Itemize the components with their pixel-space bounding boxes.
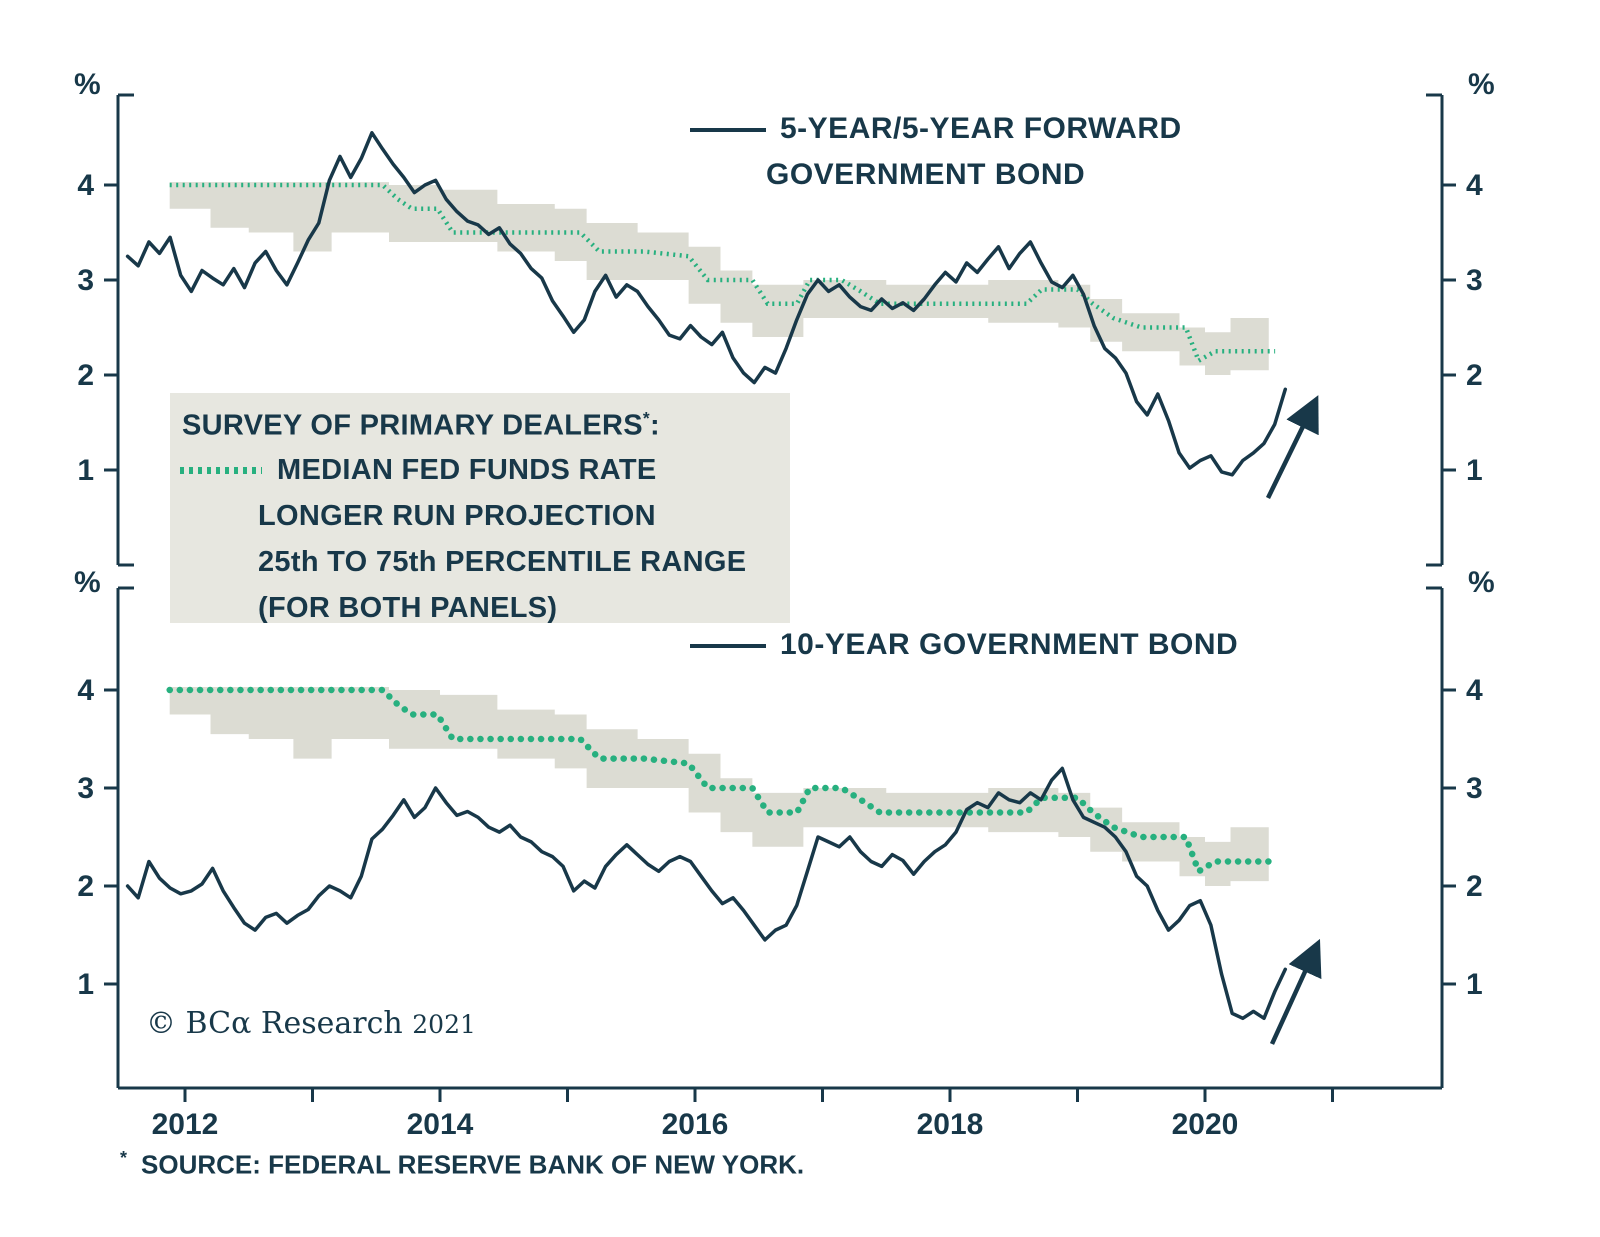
y-tick-label-left: 1 [77,454,94,487]
y-tick-label-right: 1 [1466,454,1483,487]
x-tick-label: 2016 [662,1108,729,1141]
y-tick-label-left: 3 [77,264,94,297]
y-unit-top-left: % [74,68,101,101]
legend-both-panels-label: (FOR BOTH PANELS) [258,592,558,624]
survey-legend-box [170,393,790,623]
panel-axes [104,93,1456,567]
copyright-year: 2021 [412,1010,476,1039]
panel-title-5y5y-line1: 5-YEAR/5-YEAR FORWARD [780,112,1182,145]
y-tick-label-right: 4 [1466,169,1483,202]
copyright-main: © BCα Research [146,1006,403,1041]
legend-title: SURVEY OF PRIMARY DEALERS*: [182,408,660,443]
y-tick-label-right: 2 [1466,359,1483,392]
panel-title-10y: 10-YEAR GOVERNMENT BOND [780,628,1239,661]
line-swatch-10y [690,644,766,648]
y-unit-bottom-right: % [1468,566,1495,599]
percentile-band [169,182,1269,375]
upward-arrow [1265,395,1319,499]
y-tick-label-right: 3 [1466,772,1483,805]
footnote-text: SOURCE: FEDERAL RESERVE BANK OF NEW YORK… [141,1149,805,1180]
y-tick-label-right: 4 [1466,674,1483,707]
legend-title-asterisk: * [642,408,650,428]
panel-10_year_government_bond: 1 1 2 2 3 3 4 4 [77,586,1483,1088]
footnote: * SOURCE: FEDERAL RESERVE BANK OF NEW YOR… [120,1148,804,1181]
median-projection-dotted-line [166,686,1279,877]
y-tick-label-right: 3 [1466,264,1483,297]
y-tick-label-right: 2 [1466,870,1483,903]
upward-arrow [1269,938,1322,1045]
y-tick-label-left: 4 [77,674,94,707]
x-tick-label: 2018 [917,1108,984,1141]
y-tick-label-left: 2 [77,359,94,392]
y-tick-label-right: 1 [1466,968,1483,1001]
panel-title-5y5y-line2: GOVERNMENT BOND [766,158,1086,191]
y-tick-label-left: 1 [77,968,94,1001]
y-tick-label-left: 3 [77,772,94,805]
line-swatch-5y5y [690,128,766,132]
y-tick-label-left: 4 [77,169,94,202]
legend-title-colon: : [649,409,660,442]
median-dotted-swatch [180,467,262,474]
percentile-band [169,687,1269,886]
y-unit-bottom-left: % [74,566,101,599]
legend-median-label: MEDIAN FED FUNDS RATE [277,454,657,486]
y-unit-top-right: % [1468,68,1495,101]
x-tick-label: 2020 [1172,1108,1239,1141]
copyright: © BCα Research 2021 [146,1006,476,1041]
panel-5y5y_forward_government_bond: 1 1 2 2 3 3 4 4 [77,93,1483,567]
x-axis [118,1086,1442,1102]
footnote-asterisk: * [120,1148,128,1168]
bond-yield-line [125,766,1288,1021]
legend-longer-run-label: LONGER RUN PROJECTION [258,500,656,532]
y-tick-label-left: 2 [77,870,94,903]
bond-yield-line [125,131,1288,477]
x-tick-label: 2014 [407,1108,474,1141]
panel-axes [104,586,1456,1088]
x-tick-label: 2012 [152,1108,219,1141]
legend-title-text: SURVEY OF PRIMARY DEALERS [182,409,643,442]
legend-percentile-label: 25th TO 75th PERCENTILE RANGE [258,546,747,578]
